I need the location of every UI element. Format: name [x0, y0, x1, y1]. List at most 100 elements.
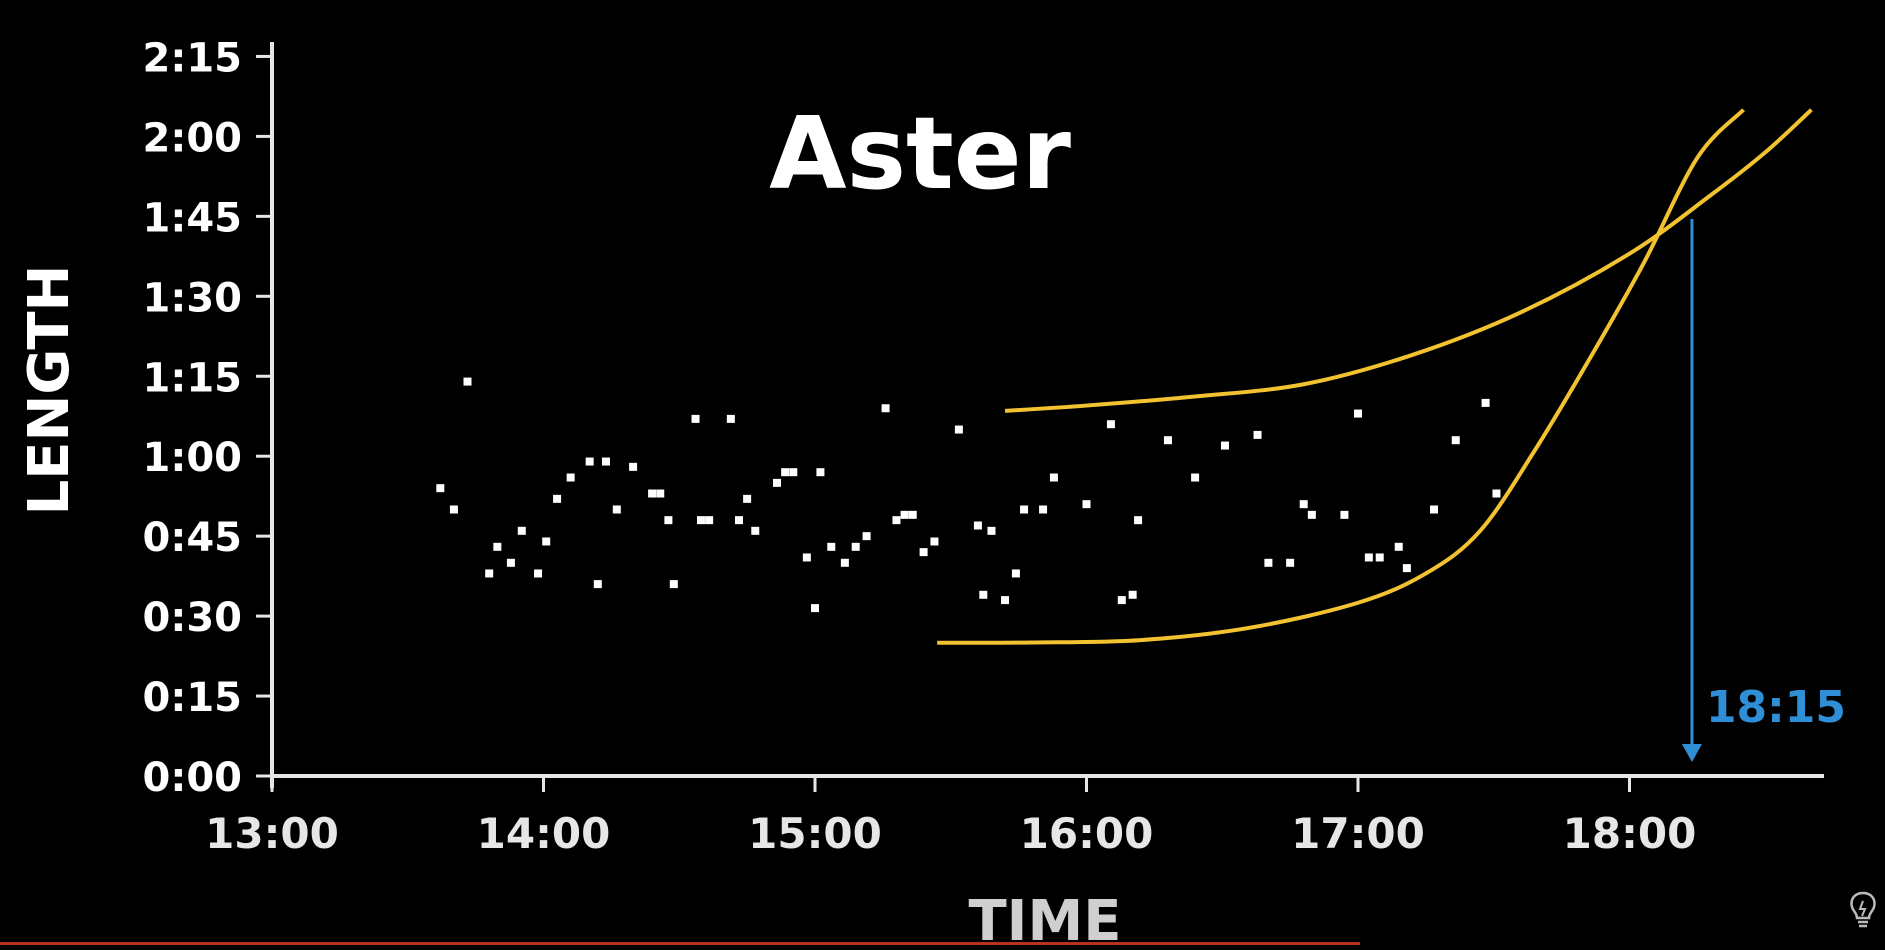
data-point-19 — [669, 580, 678, 589]
data-point-30 — [802, 553, 811, 562]
annotation-arrowhead — [1681, 744, 1702, 763]
data-point-15 — [629, 462, 638, 471]
x-tick-label-1: 14:00 — [477, 809, 611, 858]
annotation: 18:15 — [1681, 219, 1846, 763]
data-point-34 — [840, 558, 849, 567]
annotation-label: 18:15 — [1706, 682, 1846, 733]
y-tick-label-5: 1:15 — [143, 355, 243, 401]
data-point-64 — [1307, 510, 1316, 519]
data-point-57 — [1163, 436, 1172, 445]
data-point-67 — [1364, 553, 1373, 562]
data-point-21 — [696, 516, 705, 525]
data-point-4 — [493, 542, 502, 551]
data-point-58 — [1191, 473, 1200, 482]
data-point-71 — [1430, 505, 1439, 514]
y-tick-label-3: 0:45 — [143, 515, 243, 561]
data-point-43 — [954, 425, 963, 434]
data-point-35 — [851, 542, 860, 551]
data-point-51 — [1049, 473, 1058, 482]
data-point-33 — [827, 542, 836, 551]
data-point-7 — [534, 569, 543, 578]
data-point-62 — [1286, 558, 1295, 567]
data-point-11 — [585, 457, 594, 466]
data-point-74 — [1492, 489, 1501, 498]
data-point-18 — [664, 516, 673, 525]
data-point-59 — [1220, 441, 1229, 450]
data-point-6 — [517, 526, 526, 535]
progress-bar-line — [0, 942, 1360, 945]
y-axis-label: LENGTH — [17, 265, 82, 516]
y-tick-label-4: 1:00 — [143, 435, 243, 481]
x-tick-label-2: 15:00 — [748, 809, 882, 858]
data-point-39 — [900, 510, 909, 519]
data-point-31 — [811, 604, 819, 613]
chart-title: Aster — [769, 95, 1072, 212]
fit-curve-1 — [1004, 108, 1813, 413]
data-point-60 — [1253, 430, 1262, 439]
data-point-50 — [1039, 505, 1048, 514]
x-tick-label-3: 16:00 — [1020, 809, 1154, 858]
data-point-1 — [449, 505, 458, 514]
data-point-54 — [1117, 596, 1126, 605]
y-tick-label-7: 1:45 — [143, 195, 243, 241]
x-axis-label: TIME — [968, 889, 1121, 945]
data-point-63 — [1299, 500, 1308, 509]
fit-curves — [937, 108, 1813, 645]
data-point-52 — [1082, 500, 1091, 509]
data-point-72 — [1451, 436, 1460, 445]
data-point-47 — [1001, 596, 1010, 605]
data-point-37 — [881, 404, 890, 413]
fit-curve-0 — [937, 108, 1745, 645]
data-point-44 — [973, 521, 982, 530]
y-tick-label-6: 1:30 — [143, 275, 243, 321]
data-point-14 — [612, 505, 621, 514]
data-point-2 — [463, 377, 472, 386]
x-tick-label-4: 17:00 — [1291, 809, 1425, 858]
data-point-70 — [1402, 564, 1411, 573]
y-tick-label-8: 2:00 — [143, 115, 243, 161]
data-point-26 — [751, 526, 760, 535]
data-point-8 — [542, 537, 551, 546]
lightbulb-icon — [1850, 891, 1876, 928]
data-point-13 — [601, 457, 610, 466]
data-point-5 — [506, 558, 515, 567]
data-point-32 — [816, 468, 825, 477]
data-point-38 — [892, 516, 901, 525]
y-tick-label-2: 0:30 — [143, 595, 243, 641]
data-point-68 — [1375, 553, 1384, 562]
data-point-17 — [656, 489, 665, 498]
data-point-10 — [566, 473, 575, 482]
data-point-28 — [781, 468, 790, 477]
data-point-16 — [648, 489, 657, 498]
data-point-42 — [930, 537, 939, 546]
data-point-27 — [772, 478, 781, 487]
data-point-3 — [485, 569, 494, 578]
y-tick-label-1: 0:15 — [143, 675, 243, 721]
data-point-66 — [1354, 409, 1362, 418]
data-point-24 — [734, 516, 743, 525]
data-point-61 — [1264, 558, 1273, 567]
data-point-45 — [979, 590, 988, 599]
y-tick-label-9: 2:15 — [143, 35, 243, 81]
data-point-56 — [1134, 516, 1143, 525]
data-point-22 — [705, 516, 714, 525]
data-point-41 — [919, 548, 928, 557]
data-point-65 — [1340, 510, 1349, 519]
data-point-20 — [691, 414, 700, 423]
data-point-36 — [862, 532, 871, 541]
data-point-40 — [908, 510, 917, 519]
data-points — [436, 377, 1501, 613]
data-point-55 — [1128, 590, 1137, 599]
data-point-12 — [593, 580, 602, 589]
data-point-9 — [553, 494, 562, 503]
data-point-0 — [436, 484, 445, 493]
data-point-73 — [1481, 398, 1490, 407]
data-point-23 — [726, 414, 735, 423]
data-point-48 — [1011, 569, 1020, 578]
x-tick-label-5: 18:00 — [1563, 809, 1697, 858]
y-tick-label-0: 0:00 — [143, 755, 243, 801]
data-point-69 — [1394, 542, 1403, 551]
data-point-29 — [789, 468, 798, 477]
